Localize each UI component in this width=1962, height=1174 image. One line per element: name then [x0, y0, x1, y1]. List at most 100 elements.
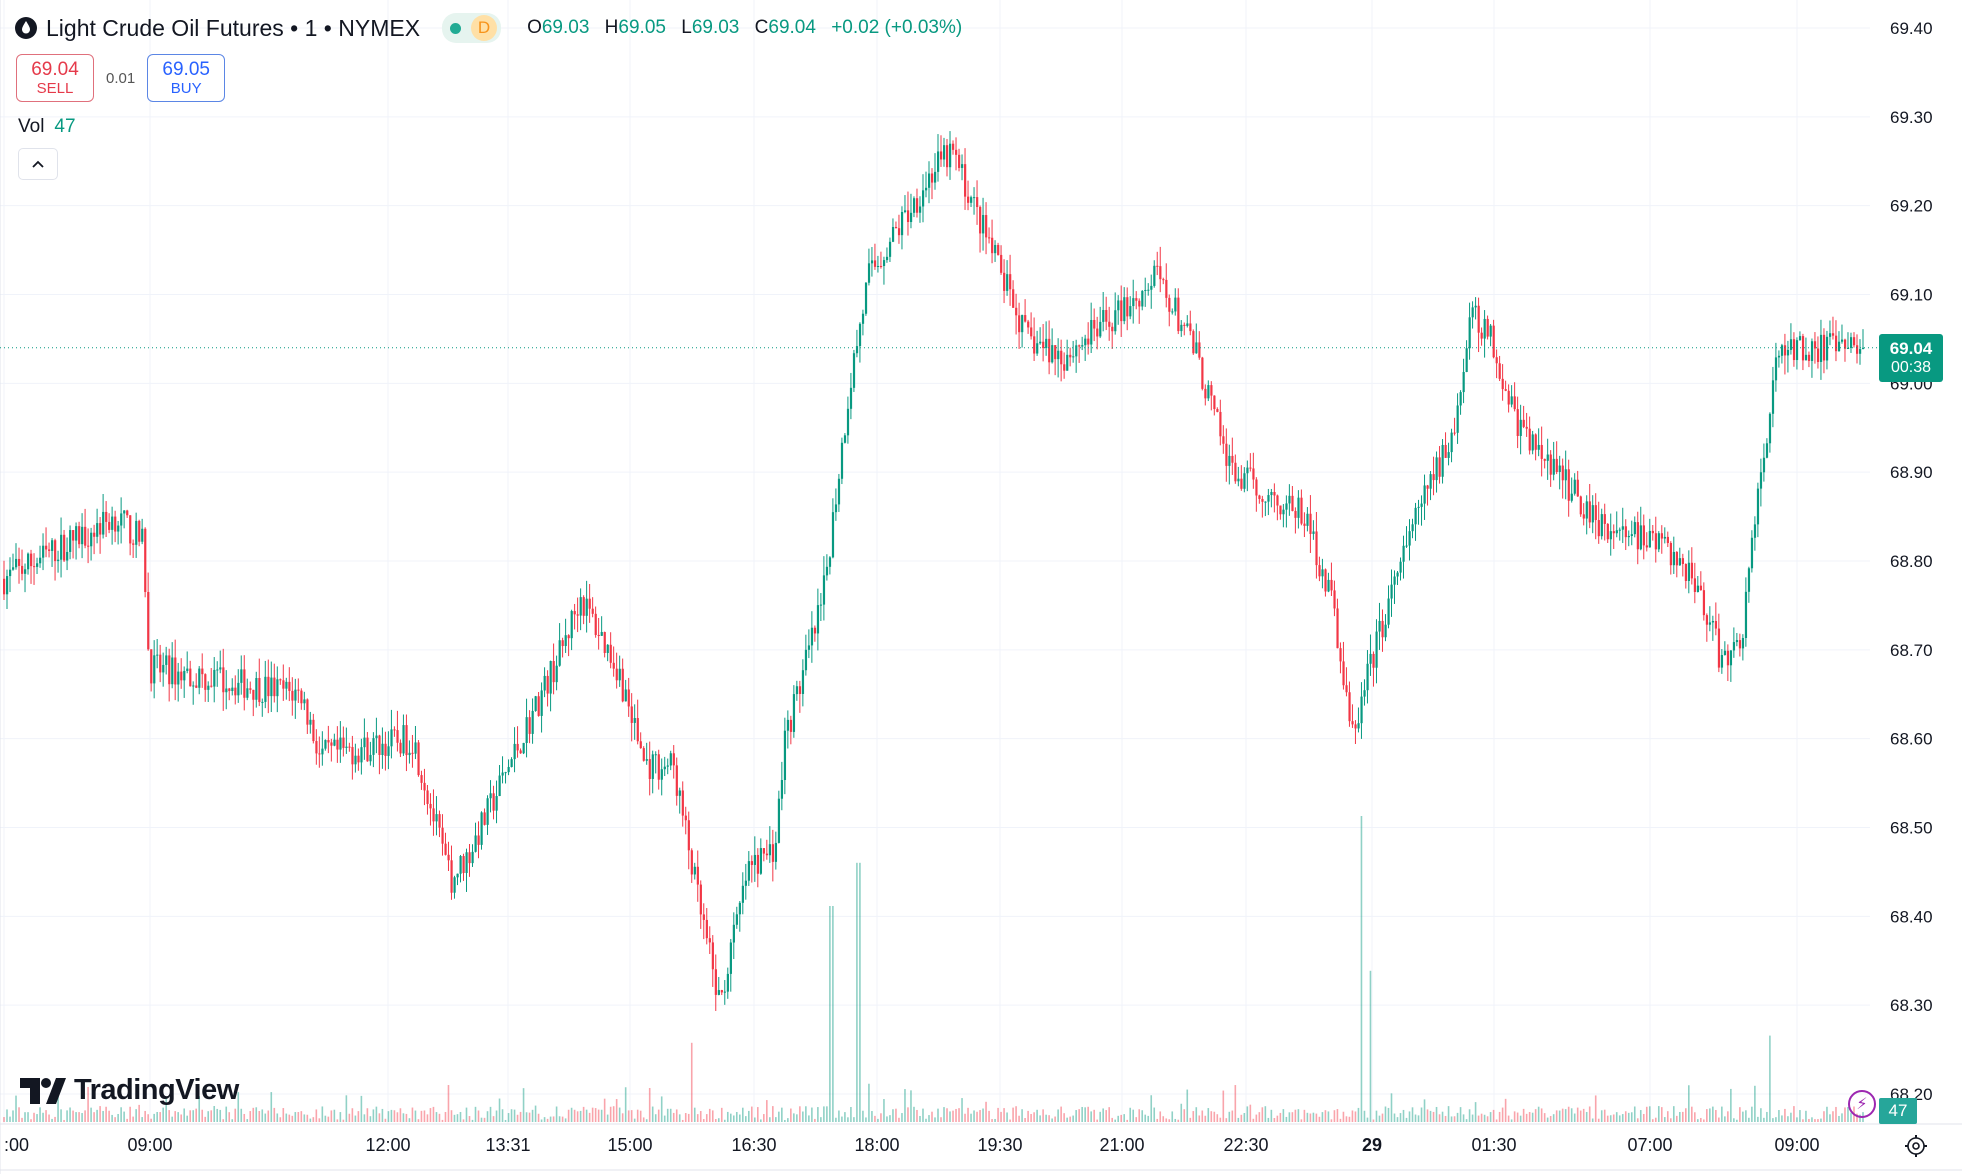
volume-bar: [1808, 1118, 1810, 1122]
candle-body: [1156, 265, 1159, 267]
volume-bar: [1579, 1110, 1582, 1122]
candle-body: [81, 526, 84, 545]
symbol-title[interactable]: Light Crude Oil Futures • 1 • NYMEX: [46, 14, 421, 41]
volume-bar: [1099, 1111, 1101, 1122]
volume-bar: [1141, 1110, 1144, 1122]
volume-bar: [1363, 1110, 1366, 1122]
volume-bar: [1294, 1109, 1297, 1122]
volume-bar: [603, 1098, 606, 1122]
volume-bar: [384, 1118, 387, 1122]
volume-bar: [1799, 1110, 1801, 1122]
volume-bar: [1285, 1116, 1288, 1122]
candle-body: [444, 843, 447, 855]
market-status-pill[interactable]: D: [442, 13, 502, 43]
candle-body: [1039, 341, 1042, 344]
candle-body: [1252, 468, 1255, 480]
candle-body: [1765, 443, 1769, 458]
candle-body: [45, 545, 48, 550]
volume-bar: [1537, 1106, 1540, 1122]
candle-body: [714, 969, 717, 995]
candle-body: [897, 228, 901, 236]
volume-legend[interactable]: Vol 47: [18, 116, 76, 138]
candle-body: [1588, 501, 1591, 523]
candle-body: [1621, 526, 1624, 530]
candle-body: [1384, 624, 1387, 638]
candle-body: [270, 677, 273, 697]
candle-body: [1078, 345, 1081, 347]
candle-body: [1123, 297, 1126, 322]
candle-body: [1180, 324, 1183, 332]
x-tick-label: 12:00: [365, 1135, 410, 1155]
volume-bar: [1306, 1112, 1309, 1122]
volume-bar: [1168, 1119, 1171, 1122]
volume-bar: [1126, 1119, 1129, 1122]
volume-bar: [1084, 1107, 1086, 1122]
volume-bar: [859, 862, 861, 1122]
candle-body: [564, 635, 567, 647]
volume-bar: [1327, 1111, 1330, 1122]
candle-body: [1672, 551, 1675, 566]
volume-bar: [1715, 1109, 1717, 1122]
volume-bar: [1660, 1107, 1663, 1122]
collapse-legend-button[interactable]: [18, 148, 58, 180]
volume-bar: [835, 1117, 837, 1122]
volume-bar: [1727, 1111, 1729, 1122]
volume-bar: [955, 1108, 957, 1122]
volume-bar: [1685, 1108, 1687, 1122]
candle-body: [822, 575, 826, 605]
candle-body: [1837, 341, 1841, 352]
volume-bar: [321, 1106, 324, 1122]
volume-bar: [1378, 1115, 1381, 1122]
volume-bar: [1603, 1109, 1606, 1122]
volume-bar: [1772, 1118, 1774, 1122]
candle-body: [351, 747, 354, 765]
candle-body: [1234, 462, 1237, 482]
volume-bar: [1021, 1109, 1023, 1122]
candle-body: [1687, 562, 1691, 581]
candle-body: [417, 742, 420, 776]
lightning-icon[interactable]: ⚡: [1848, 1090, 1876, 1118]
volume-bar: [1531, 1112, 1534, 1122]
volume-bar: [1558, 1110, 1561, 1122]
tradingview-logo[interactable]: TradingView: [20, 1074, 239, 1107]
candle-body: [663, 766, 666, 770]
candle-body: [1399, 561, 1402, 573]
candle-body: [1309, 513, 1312, 534]
candle-body: [174, 657, 177, 685]
volume-bar: [1838, 1115, 1840, 1122]
volume-bar: [1763, 1117, 1765, 1122]
candle-body: [852, 353, 856, 388]
volume-bar: [1216, 1114, 1219, 1122]
candle-body: [675, 765, 678, 796]
candle-body: [1105, 310, 1108, 322]
volume-bar: [1222, 1090, 1225, 1122]
candle-body: [1471, 307, 1474, 318]
candle-body: [465, 852, 468, 874]
x-tick-label: 01:30: [1471, 1135, 1516, 1155]
volume-bar: [462, 1119, 465, 1122]
candle-body: [183, 670, 186, 681]
volume-bar: [306, 1114, 309, 1122]
buy-button[interactable]: 69.05 BUY: [147, 54, 226, 102]
candle-body: [294, 689, 297, 701]
close-value: 69.04: [768, 17, 816, 38]
settings-gear-icon[interactable]: [1904, 1134, 1928, 1158]
candle-body: [291, 690, 294, 701]
volume-bar: [1679, 1112, 1681, 1122]
volume-bar: [51, 1118, 53, 1122]
candle-body: [1708, 622, 1712, 625]
candle-body: [219, 667, 222, 670]
candle-body: [699, 884, 702, 915]
volume-bar: [12, 1110, 14, 1122]
volume-bar: [270, 1092, 273, 1122]
volume-bar: [1811, 1117, 1813, 1122]
volume-bar: [312, 1117, 315, 1122]
candle-body: [15, 558, 18, 568]
volume-bar: [690, 1042, 693, 1122]
sell-button[interactable]: 69.04 SELL: [16, 54, 94, 102]
candle-body: [988, 237, 991, 239]
volume-bar: [720, 1107, 723, 1122]
candle-body: [1417, 506, 1420, 508]
candle-body: [132, 543, 135, 545]
